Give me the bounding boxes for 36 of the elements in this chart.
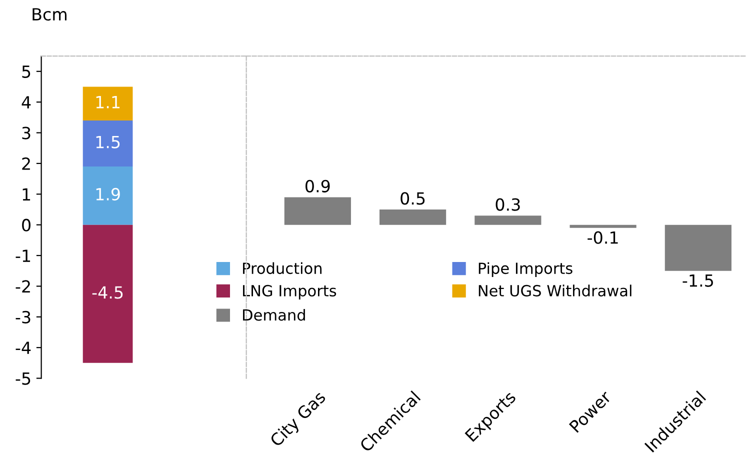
y-tick-label: 0 [22, 218, 30, 232]
y-tick-label: -4 [16, 342, 31, 354]
bar [664, 224, 732, 271]
data-label: -1.5 [682, 274, 713, 287]
bar [284, 197, 351, 225]
legend-label: Demand [243, 308, 305, 321]
data-label: 0.3 [496, 198, 520, 211]
data-label: -4.5 [92, 286, 123, 299]
data-label: 1.5 [96, 136, 120, 148]
y-tick-label: 2 [22, 157, 30, 170]
bar [474, 216, 542, 225]
x-tick-label: City Gas [268, 390, 329, 450]
y-tick-label: 1 [22, 188, 30, 200]
legend-label: LNG Imports [243, 284, 336, 300]
bar [570, 224, 636, 228]
y-tick-label: 4 [22, 96, 31, 108]
data-label: 0.9 [306, 180, 330, 192]
y-tick-label: -5 [16, 372, 30, 385]
data-label: 1.1 [96, 96, 120, 108]
legend-label: Pipe Imports [478, 262, 572, 278]
legend-label: Production [243, 262, 322, 274]
bar [82, 120, 133, 167]
y-tick-label: 3 [22, 126, 30, 140]
bar [82, 166, 133, 225]
bar [82, 224, 133, 363]
data-label: 1.9 [96, 188, 120, 201]
y-tick-label: -2 [16, 280, 30, 293]
data-label: 0.5 [400, 192, 425, 205]
data-label: -0.1 [588, 231, 618, 244]
bar [82, 86, 133, 120]
bar [380, 209, 446, 225]
legend-label: Net UGS Withdrawal [478, 284, 632, 296]
y-tick-label: -1 [16, 250, 30, 262]
y-tick-label: -3 [16, 310, 30, 324]
y-tick-label: 5 [22, 66, 30, 78]
y-axis-title: Bcm [32, 8, 66, 21]
